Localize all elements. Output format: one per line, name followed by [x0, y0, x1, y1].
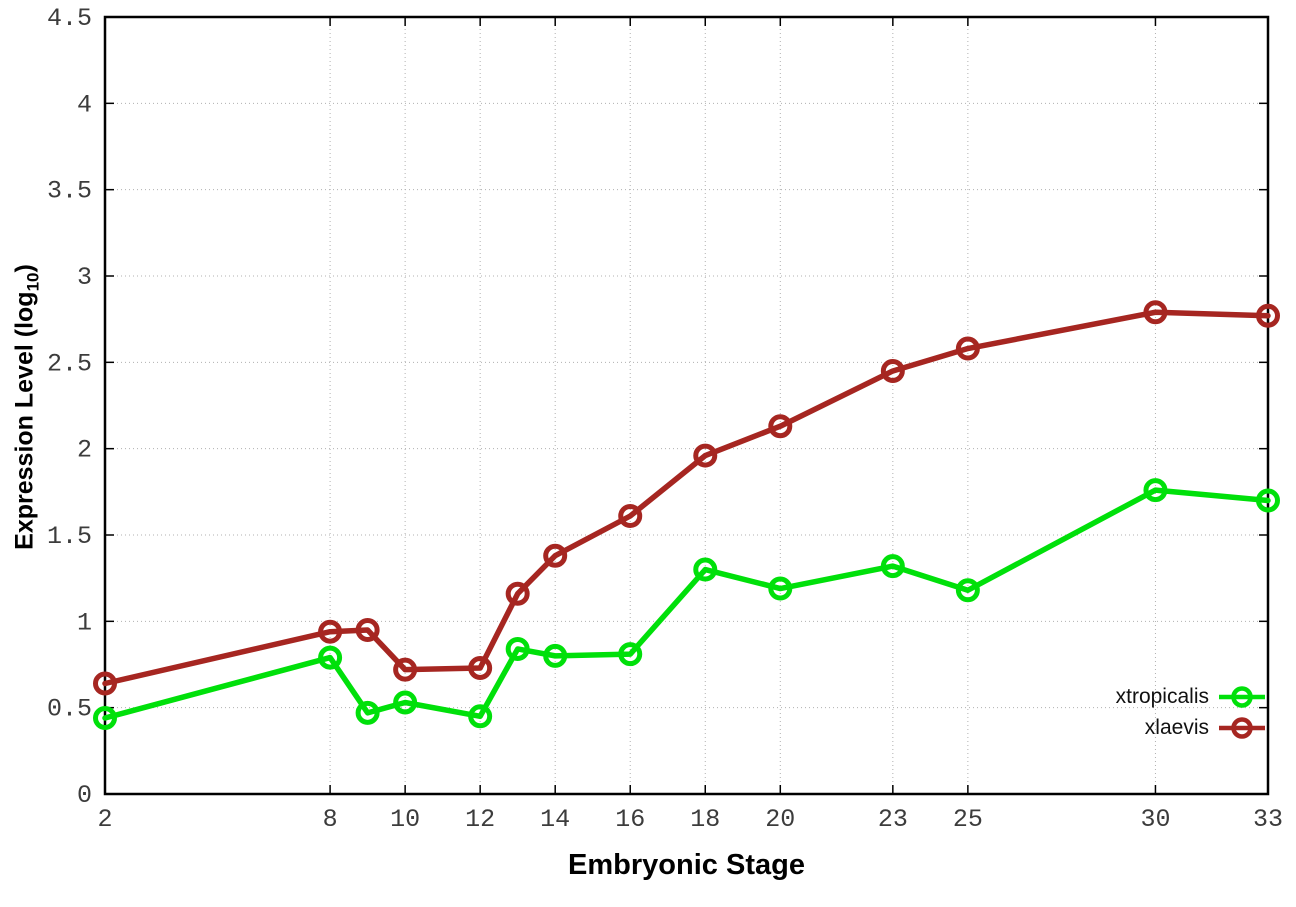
line-circle-marker-icon	[1219, 686, 1265, 708]
legend-item-xtropicalis: xtropicalis	[1116, 684, 1265, 710]
svg-text:16: 16	[615, 805, 645, 834]
svg-text:10: 10	[390, 805, 420, 834]
svg-text:4: 4	[77, 90, 92, 119]
legend-item-xlaevis: xlaevis	[1145, 715, 1265, 741]
svg-text:4.5: 4.5	[47, 4, 92, 33]
y-axis-label-suffix: )	[10, 264, 39, 273]
svg-text:12: 12	[465, 805, 495, 834]
svg-text:1: 1	[77, 608, 92, 637]
y-axis-label: Expression Level (log10)	[11, 264, 44, 550]
x-axis-label: Embryonic Stage	[568, 849, 805, 881]
svg-text:14: 14	[540, 805, 570, 834]
svg-text:2: 2	[97, 805, 112, 834]
svg-text:3: 3	[77, 263, 92, 292]
svg-text:2.5: 2.5	[47, 349, 92, 378]
line-circle-marker-icon	[1219, 717, 1265, 739]
legend-label: xtropicalis	[1115, 685, 1209, 708]
svg-text:25: 25	[953, 805, 983, 834]
legend: xtropicalis xlaevis	[1116, 684, 1265, 741]
svg-text:2: 2	[77, 436, 92, 465]
legend-label: xlaevis	[1144, 716, 1209, 739]
svg-text:3.5: 3.5	[47, 177, 92, 206]
svg-text:8: 8	[323, 805, 338, 834]
y-axis-label-text: Expression Level (log	[10, 291, 39, 550]
y-axis-label-subscript: 10	[23, 272, 43, 292]
svg-text:30: 30	[1140, 805, 1170, 834]
svg-text:1.5: 1.5	[47, 522, 92, 551]
svg-text:0.5: 0.5	[47, 695, 92, 724]
svg-text:0: 0	[77, 781, 92, 810]
svg-text:18: 18	[690, 805, 720, 834]
svg-text:23: 23	[878, 805, 908, 834]
svg-text:33: 33	[1253, 805, 1283, 834]
svg-text:20: 20	[765, 805, 795, 834]
